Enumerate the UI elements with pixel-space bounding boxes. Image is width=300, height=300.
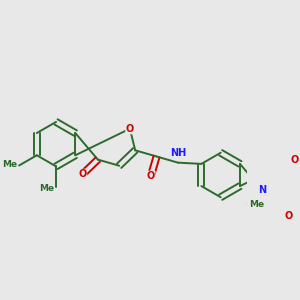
Text: Me: Me	[250, 200, 265, 209]
Text: O: O	[285, 212, 293, 221]
Text: Me: Me	[2, 160, 17, 169]
Text: O: O	[126, 124, 134, 134]
Text: O: O	[147, 171, 155, 181]
Text: O: O	[290, 154, 298, 165]
Text: N: N	[258, 185, 266, 195]
Text: NH: NH	[170, 148, 186, 158]
Text: O: O	[79, 169, 87, 179]
Text: Me: Me	[39, 184, 54, 193]
